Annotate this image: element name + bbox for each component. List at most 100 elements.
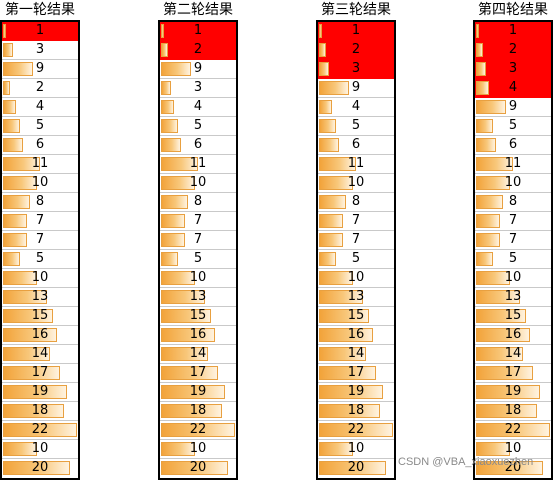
table-row[interactable]: 5 [2, 250, 78, 269]
table-row[interactable]: 10 [318, 440, 394, 459]
table-row[interactable]: 4 [475, 79, 551, 98]
table-row[interactable]: 8 [475, 193, 551, 212]
table-row[interactable]: 7 [2, 212, 78, 231]
table-row[interactable]: 5 [318, 117, 394, 136]
table-row[interactable]: 10 [2, 174, 78, 193]
table-row[interactable]: 18 [475, 402, 551, 421]
table-row[interactable]: 10 [475, 174, 551, 193]
table-row[interactable]: 5 [160, 250, 236, 269]
table-row[interactable]: 6 [160, 136, 236, 155]
table-row[interactable]: 11 [475, 155, 551, 174]
table-row[interactable]: 19 [160, 383, 236, 402]
table-row[interactable]: 14 [160, 345, 236, 364]
table-row[interactable]: 15 [318, 307, 394, 326]
table-row[interactable]: 16 [475, 326, 551, 345]
table-row[interactable]: 10 [318, 269, 394, 288]
table-row[interactable]: 5 [318, 250, 394, 269]
table-row[interactable]: 16 [2, 326, 78, 345]
table-row[interactable]: 5 [2, 117, 78, 136]
table-row[interactable]: 10 [160, 174, 236, 193]
table-row[interactable]: 5 [475, 117, 551, 136]
table-row[interactable]: 2 [160, 41, 236, 60]
table-row[interactable]: 1 [160, 22, 236, 41]
table-row[interactable]: 8 [318, 193, 394, 212]
table-row[interactable]: 22 [2, 421, 78, 440]
table-row[interactable]: 20 [318, 459, 394, 478]
table-row[interactable]: 17 [160, 364, 236, 383]
table-row[interactable]: 13 [318, 288, 394, 307]
table-row[interactable]: 10 [2, 269, 78, 288]
table-row[interactable]: 10 [160, 440, 236, 459]
data-bar [476, 24, 479, 38]
table-row[interactable]: 6 [475, 136, 551, 155]
table-row[interactable]: 20 [475, 459, 551, 478]
table-row[interactable]: 8 [160, 193, 236, 212]
table-row[interactable]: 14 [2, 345, 78, 364]
table-row[interactable]: 10 [318, 174, 394, 193]
table-row[interactable]: 22 [475, 421, 551, 440]
table-row[interactable]: 15 [475, 307, 551, 326]
table-row[interactable]: 5 [160, 117, 236, 136]
table-row[interactable]: 7 [318, 231, 394, 250]
table-row[interactable]: 3 [160, 79, 236, 98]
table-row[interactable]: 16 [160, 326, 236, 345]
table-row[interactable]: 13 [2, 288, 78, 307]
table-row[interactable]: 20 [2, 459, 78, 478]
table-row[interactable]: 3 [318, 60, 394, 79]
table-row[interactable]: 4 [2, 98, 78, 117]
table-row[interactable]: 22 [318, 421, 394, 440]
table-row[interactable]: 18 [318, 402, 394, 421]
table-row[interactable]: 7 [318, 212, 394, 231]
table-row[interactable]: 9 [475, 98, 551, 117]
data-bar [161, 138, 181, 152]
table-row[interactable]: 19 [318, 383, 394, 402]
table-row[interactable]: 3 [2, 41, 78, 60]
table-row[interactable]: 17 [2, 364, 78, 383]
table-row[interactable]: 9 [160, 60, 236, 79]
table-row[interactable]: 6 [2, 136, 78, 155]
table-row[interactable]: 18 [160, 402, 236, 421]
data-bar [3, 290, 47, 304]
table-row[interactable]: 11 [318, 155, 394, 174]
table-row[interactable]: 10 [475, 269, 551, 288]
table-row[interactable]: 7 [475, 212, 551, 231]
table-row[interactable]: 11 [160, 155, 236, 174]
table-row[interactable]: 10 [2, 440, 78, 459]
table-row[interactable]: 7 [160, 231, 236, 250]
table-row[interactable]: 7 [2, 231, 78, 250]
table-row[interactable]: 7 [160, 212, 236, 231]
table-row[interactable]: 11 [2, 155, 78, 174]
table-row[interactable]: 9 [318, 79, 394, 98]
table-row[interactable]: 2 [318, 41, 394, 60]
table-row[interactable]: 10 [160, 269, 236, 288]
table-row[interactable]: 18 [2, 402, 78, 421]
table-row[interactable]: 15 [160, 307, 236, 326]
table-row[interactable]: 3 [475, 60, 551, 79]
table-row[interactable]: 17 [475, 364, 551, 383]
table-row[interactable]: 13 [160, 288, 236, 307]
table-row[interactable]: 14 [318, 345, 394, 364]
table-row[interactable]: 1 [475, 22, 551, 41]
table-row[interactable]: 19 [2, 383, 78, 402]
table-row[interactable]: 22 [160, 421, 236, 440]
table-row[interactable]: 4 [318, 98, 394, 117]
table-row[interactable]: 17 [318, 364, 394, 383]
table-row[interactable]: 2 [475, 41, 551, 60]
table-row[interactable]: 16 [318, 326, 394, 345]
table-row[interactable]: 6 [318, 136, 394, 155]
table-row[interactable]: 15 [2, 307, 78, 326]
table-row[interactable]: 7 [475, 231, 551, 250]
table-row[interactable]: 10 [475, 440, 551, 459]
table-row[interactable]: 5 [475, 250, 551, 269]
table-row[interactable]: 2 [2, 79, 78, 98]
table-row[interactable]: 1 [318, 22, 394, 41]
table-row[interactable]: 1 [2, 22, 78, 41]
table-row[interactable]: 4 [160, 98, 236, 117]
table-row[interactable]: 19 [475, 383, 551, 402]
table-row[interactable]: 20 [160, 459, 236, 478]
table-row[interactable]: 13 [475, 288, 551, 307]
table-row[interactable]: 14 [475, 345, 551, 364]
table-row[interactable]: 9 [2, 60, 78, 79]
table-row[interactable]: 8 [2, 193, 78, 212]
cell-value: 14 [347, 346, 365, 361]
